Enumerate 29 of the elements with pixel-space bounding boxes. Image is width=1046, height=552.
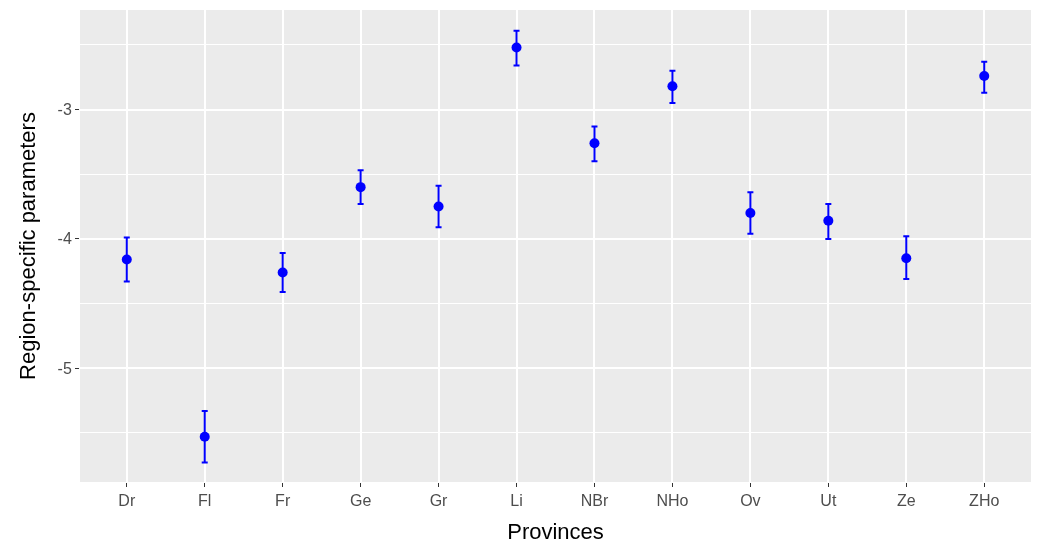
y-tick-label: -3 [57, 101, 72, 119]
x-tick-label: Ov [740, 492, 761, 510]
x-tick-label: Fl [198, 492, 212, 510]
point [667, 81, 678, 92]
point [979, 70, 990, 81]
point [901, 253, 912, 264]
point [355, 182, 366, 193]
point [121, 254, 132, 265]
x-tick-label: ZHo [969, 492, 1000, 510]
x-tick-label: Dr [118, 492, 136, 510]
x-tick-label: Ut [820, 492, 837, 510]
x-tick-label: Ze [896, 492, 916, 510]
point [589, 138, 600, 149]
point [199, 431, 210, 442]
x-tick-label: Fr [275, 492, 291, 510]
point [511, 42, 522, 53]
x-tick-label: NBr [580, 492, 609, 510]
x-tick-label: Li [510, 492, 523, 510]
x-tick-label: Gr [429, 492, 449, 510]
point [823, 215, 834, 226]
y-tick-label: -5 [57, 359, 72, 377]
x-tick-label: Ge [349, 492, 372, 510]
y-tick-label: -4 [57, 230, 72, 248]
point [745, 208, 756, 219]
y-axis-title: Region-specific parameters [15, 112, 41, 380]
x-axis-title: Provinces [507, 519, 604, 545]
point [433, 201, 444, 212]
x-tick-label: NHo [656, 492, 689, 510]
point [277, 267, 288, 278]
